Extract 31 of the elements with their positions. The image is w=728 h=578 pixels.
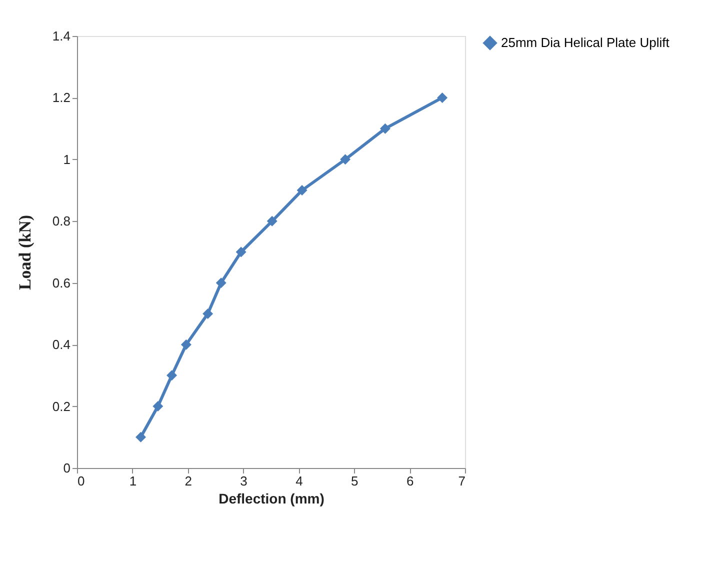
point bbox=[136, 432, 146, 442]
point bbox=[340, 154, 351, 165]
point bbox=[437, 92, 448, 103]
point bbox=[380, 123, 390, 134]
x-tick-label: 0 bbox=[78, 474, 85, 488]
point bbox=[296, 185, 308, 196]
y-tick-label: 1.4 bbox=[52, 28, 70, 44]
y-tick-label: 0.2 bbox=[52, 398, 70, 414]
point bbox=[202, 308, 214, 319]
y-tick-label: 0 bbox=[63, 460, 70, 476]
x-tick-label: 6 bbox=[406, 474, 414, 488]
y-tick-label: 1 bbox=[63, 152, 70, 167]
x-tick-label: 4 bbox=[296, 474, 303, 488]
point bbox=[180, 339, 192, 350]
x-tick-label: 2 bbox=[184, 474, 192, 488]
point bbox=[266, 216, 278, 226]
y-tick-label: 1.2 bbox=[52, 90, 70, 106]
point bbox=[166, 370, 178, 381]
legend-label: 25mm Dia Helical Plate Uplift bbox=[501, 35, 670, 50]
point bbox=[152, 401, 164, 412]
x-tick-label: 3 bbox=[240, 474, 248, 488]
y-tick-label: 0.4 bbox=[52, 337, 70, 352]
x-tick-label: 7 bbox=[458, 474, 466, 488]
x-tick-label: 1 bbox=[129, 474, 137, 488]
x-axis-title: Deflection (mm) bbox=[218, 490, 324, 506]
y-tick-label: 0.8 bbox=[52, 214, 70, 229]
y-tick-label: 0.6 bbox=[52, 275, 70, 290]
point bbox=[236, 246, 246, 258]
x-tick-label: 5 bbox=[351, 474, 358, 488]
point bbox=[216, 278, 226, 288]
y-axis-title: Load (kN) bbox=[15, 214, 34, 290]
